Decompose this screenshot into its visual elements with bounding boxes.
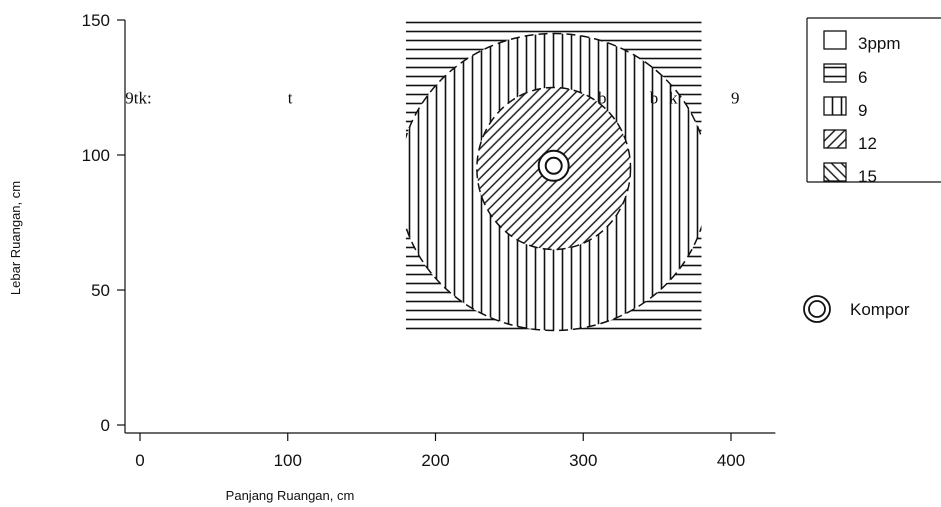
x-axis-title: Panjang Ruangan, cm (226, 488, 355, 503)
stray-text-layer: 9tk: t b b k 9 (125, 89, 739, 108)
stray-text-label: 9 (731, 89, 740, 108)
x-tick-label: 400 (717, 451, 745, 470)
kompor-inner-ring (544, 156, 563, 175)
legend-label: 9 (858, 101, 867, 120)
stray-text-label: t (288, 89, 293, 108)
legend-label: 6 (858, 68, 867, 87)
y-tick-label: 0 (101, 416, 110, 435)
x-tick-label: 300 (569, 451, 597, 470)
plot-area (405, 20, 702, 336)
stray-text-label: 9tk: (125, 89, 151, 108)
axes: 0 100 200 300 400 0 50 100 150 Panjang Ruangan,… (8, 11, 776, 503)
x-tick-label: 0 (135, 451, 144, 470)
kompor-legend-entry: Kompor (803, 295, 910, 323)
legend-swatch (823, 30, 847, 50)
kompor-legend-inner-icon (808, 300, 826, 318)
stray-text-label: k (669, 89, 678, 108)
x-tick-label: 200 (421, 451, 449, 470)
y-tick-label: 100 (82, 146, 110, 165)
y-tick-label: 150 (82, 11, 110, 30)
kompor-legend-outer-icon (803, 295, 831, 323)
kompor-legend-label: Kompor (850, 300, 910, 319)
legend: 3ppm 6 9 12 15 (806, 17, 941, 186)
legend-label: 3ppm (858, 34, 901, 53)
stray-text-label: b (650, 89, 659, 108)
legend-label: 12 (858, 134, 877, 153)
legend-label: 15 (858, 167, 877, 186)
legend-swatch (823, 63, 847, 83)
y-tick-label: 50 (91, 281, 110, 300)
y-ticks: 0 50 100 150 (82, 11, 125, 435)
stray-text-label: b (598, 89, 607, 108)
kompor-marker (537, 149, 570, 182)
y-axis-title: Lebar Ruangan, cm (8, 181, 23, 295)
x-ticks: 0 100 200 300 400 (135, 433, 745, 470)
legend-swatch (823, 162, 847, 182)
legend-swatch (823, 96, 847, 116)
x-tick-label: 100 (274, 451, 302, 470)
legend-swatch (823, 129, 847, 149)
kompor-outer-ring (537, 149, 570, 182)
